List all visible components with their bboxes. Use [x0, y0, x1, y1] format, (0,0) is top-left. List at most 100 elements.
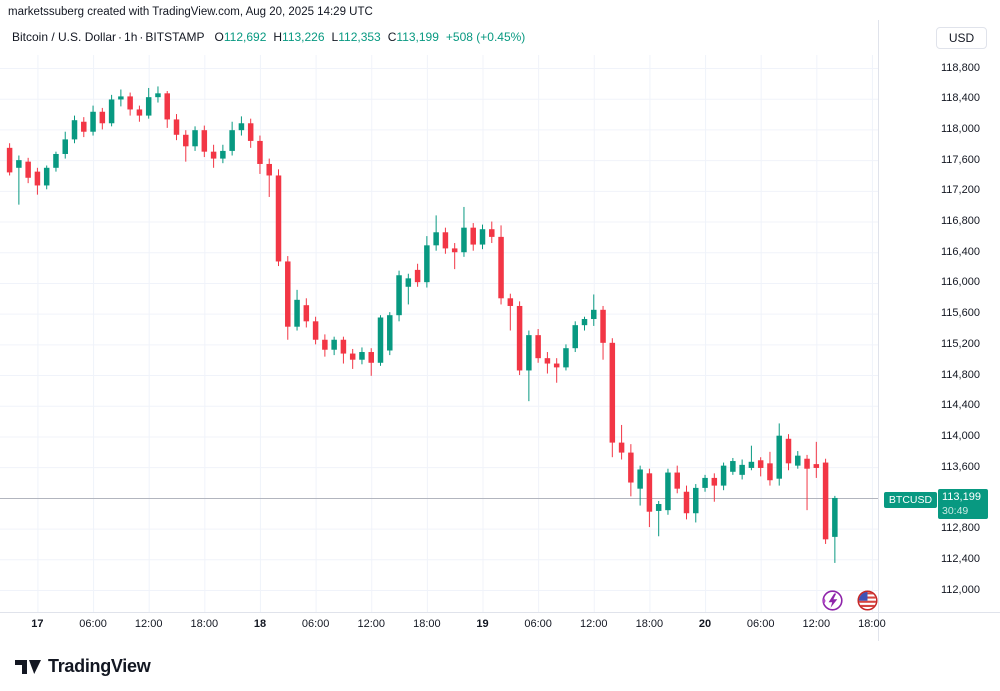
candle — [43, 165, 50, 190]
candle — [266, 158, 272, 197]
symbol-info-bar: Bitcoin / U.S. Dollar · 1h · BITSTAMP O112,69… — [12, 30, 525, 44]
candle — [247, 118, 254, 148]
candle — [832, 495, 838, 563]
time-axis-label: 18:00 — [858, 618, 886, 630]
price-axis-label: 116,000 — [941, 276, 980, 289]
price-axis-label: 114,400 — [941, 399, 980, 412]
candle — [387, 312, 393, 356]
time-axis[interactable]: 17 06:00 12:00 18:00 18 06:00 12:00 18:00 19 06:0… — [0, 612, 1000, 641]
symbol-price-flag: BTCUSD — [884, 492, 937, 508]
interval-label[interactable]: 1h — [124, 30, 138, 44]
candle — [489, 221, 495, 244]
tradingview-logo-text: TradingView — [48, 655, 151, 676]
candle — [442, 227, 449, 254]
candle — [127, 92, 133, 116]
candle — [136, 105, 143, 122]
candle — [776, 423, 782, 486]
price-axis-label: 118,000 — [941, 122, 980, 135]
candle — [693, 484, 699, 523]
high-value: 113,226 — [282, 30, 325, 44]
price-axis-label: 112,400 — [941, 552, 980, 565]
candle — [99, 107, 106, 130]
symbol-title[interactable]: Bitcoin / U.S. Dollar — [12, 30, 117, 44]
candle — [730, 457, 736, 475]
candle — [767, 451, 773, 486]
price-axis-label: 114,800 — [941, 368, 980, 381]
time-axis-label: 06:00 — [746, 618, 775, 630]
candle — [655, 500, 662, 537]
candle — [173, 114, 180, 141]
time-axis-label: 06:00 — [301, 618, 330, 630]
time-axis-label: 06:00 — [79, 618, 107, 630]
candle — [785, 434, 792, 471]
close-value: 113,199 — [396, 30, 439, 44]
us-flag-event-icon[interactable] — [857, 590, 878, 611]
time-axis-label: 19 — [476, 618, 489, 630]
bar-countdown: 30:49 — [942, 505, 969, 517]
candle — [312, 316, 319, 345]
candle — [544, 352, 551, 374]
candle — [424, 236, 430, 288]
candle — [414, 263, 421, 287]
current-price-value: 113,199 — [942, 491, 981, 503]
candle — [62, 131, 68, 159]
candle — [470, 223, 476, 251]
current-price-badge: 113,199 30:49 — [938, 489, 988, 519]
candle — [6, 143, 13, 176]
tradingview-logo[interactable]: TradingView — [14, 655, 151, 677]
candlestick-chart[interactable] — [0, 0, 1000, 645]
price-axis[interactable]: 118,800 118,400 118,000 117,600 117,200 116,8… — [878, 0, 1000, 641]
low-value: 112,353 — [338, 30, 381, 44]
candle — [674, 465, 680, 494]
time-axis-label: 06:00 — [524, 618, 552, 630]
candle — [535, 329, 541, 363]
candle — [600, 305, 606, 360]
high-label: H — [273, 30, 283, 44]
price-axis-label: 112,000 — [941, 583, 980, 596]
price-axis-label: 116,800 — [941, 215, 980, 228]
time-axis-label: 17 — [31, 618, 44, 630]
candle — [285, 256, 291, 340]
footer-bar: TradingView — [0, 641, 1000, 691]
open-value: 112,692 — [223, 30, 267, 44]
candle — [563, 344, 569, 371]
tradingview-logo-icon — [15, 660, 41, 674]
candle — [377, 315, 384, 366]
candle — [572, 321, 578, 353]
candle — [90, 105, 96, 136]
price-axis-label: 117,200 — [941, 184, 980, 197]
candle — [757, 457, 764, 477]
candle — [683, 485, 690, 520]
lightning-event-icon[interactable] — [822, 590, 843, 611]
candle — [507, 293, 514, 331]
candle — [275, 169, 282, 267]
exchange-label[interactable]: BITSTAMP — [145, 30, 205, 44]
candle — [396, 270, 402, 322]
candle — [822, 458, 829, 544]
candle — [210, 144, 217, 168]
separator-dot: · — [118, 30, 123, 44]
candle — [220, 144, 226, 164]
candle — [201, 125, 208, 158]
candle — [303, 298, 310, 328]
candle — [192, 126, 198, 151]
currency-unit-button[interactable]: USD — [936, 27, 987, 49]
candle — [609, 338, 616, 458]
candle — [53, 151, 59, 172]
candle — [795, 451, 801, 469]
change-value: +508 (+0.45%) — [445, 30, 526, 44]
candle — [71, 115, 78, 144]
candle — [665, 468, 671, 515]
candle — [34, 167, 41, 195]
time-axis-label: 18:00 — [635, 618, 664, 630]
open-label: O — [214, 30, 224, 44]
separator-dot: · — [139, 30, 144, 44]
low-label: L — [331, 30, 339, 44]
candle — [25, 157, 31, 184]
candle — [498, 225, 504, 305]
candle — [720, 462, 727, 491]
time-axis-label: 12:00 — [134, 618, 163, 630]
price-axis-label: 118,800 — [941, 61, 980, 74]
candle — [804, 454, 810, 511]
